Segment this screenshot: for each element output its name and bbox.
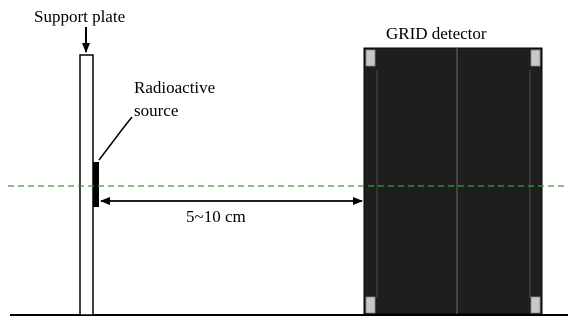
detector-corner-top-left (365, 49, 376, 67)
radioactive-source-label-line2: source (134, 101, 178, 120)
detector-corner-bottom-left (365, 296, 376, 314)
support-plate (79, 54, 94, 316)
grid-detector (363, 47, 543, 315)
support-plate-label: Support plate (34, 7, 125, 26)
detector-corner-top-right (530, 49, 541, 67)
radioactive-source (93, 162, 99, 207)
distance-label: 5~10 cm (186, 207, 246, 226)
radioactive-source-leader-line (98, 116, 133, 161)
radioactive-source-label-line1: Radioactive (134, 78, 215, 97)
detector-corner-bottom-right (530, 296, 541, 314)
grid-detector-label: GRID detector (386, 24, 487, 43)
